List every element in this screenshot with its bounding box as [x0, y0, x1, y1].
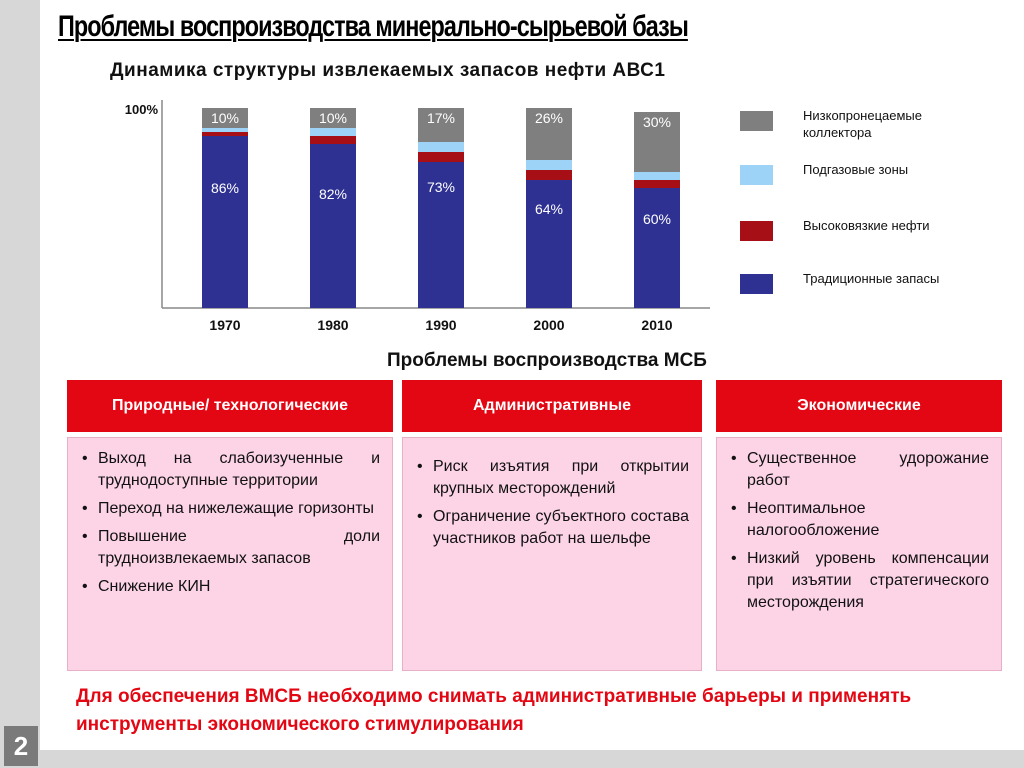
legend-swatch-icon — [740, 274, 773, 294]
x-tick-label: 1990 — [425, 317, 456, 333]
bar-segment — [526, 170, 572, 180]
legend-item-traditional: Традиционные запасы — [740, 270, 953, 294]
bullet-icon: • — [82, 450, 88, 467]
x-tick-label: 1980 — [317, 317, 348, 333]
list-item: • Снижение КИН — [80, 576, 380, 598]
list-item: • Низкий уровень компенсации при изъятии … — [731, 550, 989, 611]
bullet-icon: • — [82, 500, 88, 517]
bar-segment — [310, 144, 356, 308]
bar-segment — [202, 108, 248, 128]
problems-column-economic: Экономические • Существенное удорожание р… — [716, 380, 1002, 671]
data-label: 86% — [211, 180, 239, 196]
bullet-icon: • — [417, 508, 423, 525]
list-item: • Повышение доли трудноизвлекаемых запасо… — [82, 528, 380, 567]
list-item: • Неоптимальное налогообложение — [731, 500, 880, 539]
legend-swatch-icon — [740, 165, 773, 185]
bar-segment — [634, 112, 680, 172]
column-header: Экономические — [716, 380, 1002, 432]
slide-title: Проблемы воспроизводства минерально-сырь… — [58, 10, 689, 43]
data-label: 17% — [427, 110, 455, 126]
bullet-icon: • — [82, 528, 88, 545]
bar-segment — [418, 108, 464, 142]
column-body: • Риск изъятия при открытии крупных место… — [402, 437, 702, 671]
problem-list: • Выход на слабоизученные и труднодоступн… — [80, 448, 380, 598]
bar-segment — [634, 180, 680, 188]
legend-swatch-icon — [740, 221, 773, 241]
column-body: • Существенное удорожание работ • Неоптима… — [716, 437, 1002, 671]
legend-swatch-icon — [740, 111, 773, 131]
column-header: Природные/ технологические — [67, 380, 393, 432]
data-label: 10% — [319, 110, 347, 126]
bar-segment — [634, 188, 680, 308]
legend-label: Подгазовые зоны — [803, 162, 909, 177]
list-item: • Существенное удорожание работ — [731, 450, 989, 489]
legend-label: Низкопронецаемые коллектора — [803, 108, 922, 140]
list-item: • Риск изъятия при открытии крупных место… — [417, 458, 689, 497]
bar-segment — [202, 128, 248, 132]
legend-item-gas-cap-zones: Подгазовые зоны — [740, 161, 953, 185]
data-label: 64% — [535, 201, 563, 217]
legend-label: Высоковязкие нефти — [803, 218, 930, 233]
data-label: 10% — [211, 110, 239, 126]
conclusion-text: Для обеспечения ВМСБ необходимо снимать … — [76, 686, 912, 735]
legend-label: Традиционные запасы — [803, 271, 940, 286]
problem-list: • Существенное удорожание работ • Неоптима… — [729, 448, 989, 614]
page-number: 2 — [4, 726, 38, 766]
problems-column-administrative: Административные • Риск изъятия при откры… — [402, 380, 702, 671]
list-item: • Ограничение субъектного состава участни… — [417, 508, 689, 547]
bar-segment — [310, 108, 356, 128]
bar-segment — [418, 152, 464, 162]
bar-segment — [634, 172, 680, 180]
data-label: 73% — [427, 179, 455, 195]
list-item: • Выход на слабоизученные и труднодоступн… — [82, 450, 380, 489]
problems-title: Проблемы воспроизводства МСБ — [387, 350, 707, 371]
bar-segment — [310, 128, 356, 136]
bar-segment — [526, 108, 572, 160]
legend-item-low-permeability: Низкопронецаемые коллектора — [740, 107, 953, 141]
y-axis-top-label: 100% — [125, 102, 159, 117]
chart-title: Динамика структуры извлекаемых запасов н… — [110, 60, 666, 81]
data-label: 60% — [643, 211, 671, 227]
bullet-icon: • — [417, 458, 423, 475]
problems-column-natural: Природные/ технологические • Выход на сла… — [67, 380, 393, 671]
left-frame-bar — [0, 0, 40, 768]
bar-segment — [202, 132, 248, 136]
bar-segment — [526, 180, 572, 308]
bar-segment — [418, 162, 464, 308]
bar-segment — [526, 160, 572, 170]
bar-segment — [418, 142, 464, 152]
column-header: Административные — [402, 380, 702, 432]
data-label: 82% — [319, 186, 347, 202]
bullet-icon: • — [731, 450, 737, 467]
x-tick-label: 2010 — [641, 317, 672, 333]
problem-list: • Риск изъятия при открытии крупных место… — [415, 456, 689, 550]
bottom-frame-bar — [0, 750, 1024, 768]
list-item: • Переход на нижележащие горизонты — [80, 498, 380, 520]
data-label: 30% — [643, 114, 671, 130]
bar-segment — [310, 136, 356, 144]
legend-item-high-viscosity: Высоковязкие нефти — [740, 217, 953, 241]
x-tick-label: 1970 — [209, 317, 240, 333]
bullet-icon: • — [82, 578, 88, 595]
data-label: 26% — [535, 110, 563, 126]
bullet-icon: • — [731, 550, 737, 567]
bar-segment — [202, 136, 248, 308]
x-tick-label: 2000 — [533, 317, 564, 333]
column-body: • Выход на слабоизученные и труднодоступн… — [67, 437, 393, 671]
bullet-icon: • — [731, 500, 737, 517]
stacked-bar-chart: 100% 86% 10% 1970 82% 10% 1980 73% 17% 1990 64% 26%… — [125, 100, 710, 333]
